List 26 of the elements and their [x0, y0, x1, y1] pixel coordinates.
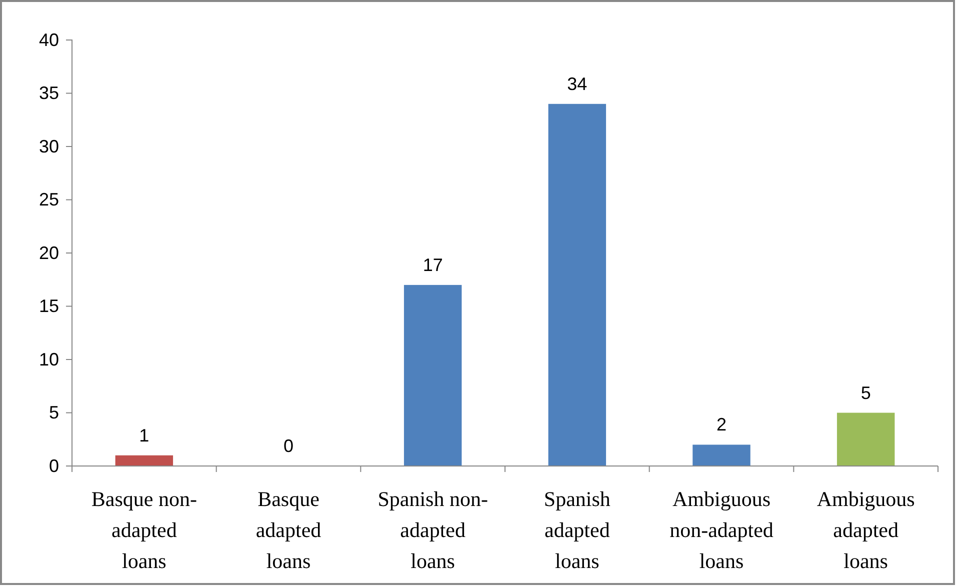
data-label: 0: [283, 436, 294, 456]
bar: [115, 455, 174, 466]
y-tick-label: 5: [48, 402, 59, 423]
bar: [548, 104, 606, 466]
x-tick-label: Basque non-adapted loans: [91, 487, 197, 573]
data-label: 5: [860, 382, 871, 403]
x-tick-label: Ambiguous non-adapted loans: [670, 487, 774, 573]
x-tick-label: Spanish non-adapted loans: [378, 487, 488, 573]
x-tick-label: Spanish adapted loans: [544, 487, 611, 573]
y-tick-label: 15: [38, 296, 59, 316]
y-tick-label: 30: [38, 136, 59, 156]
data-label: 17: [422, 254, 443, 275]
y-tick-label: 0: [48, 456, 59, 476]
bar: [836, 412, 895, 466]
y-tick-label: 25: [38, 190, 59, 210]
x-tick-label: Ambiguous adapted loans: [816, 487, 915, 573]
y-tick-label: 40: [38, 30, 59, 50]
y-tick-label: 35: [38, 83, 59, 104]
data-label: 2: [716, 414, 727, 435]
data-label: 34: [567, 74, 588, 94]
y-tick-label: 20: [38, 242, 59, 263]
bar: [404, 284, 462, 466]
x-tick-label: Basque adapted loans: [256, 487, 322, 573]
y-tick-label: 10: [38, 349, 59, 370]
bar: [692, 444, 750, 466]
data-label: 1: [139, 425, 150, 446]
